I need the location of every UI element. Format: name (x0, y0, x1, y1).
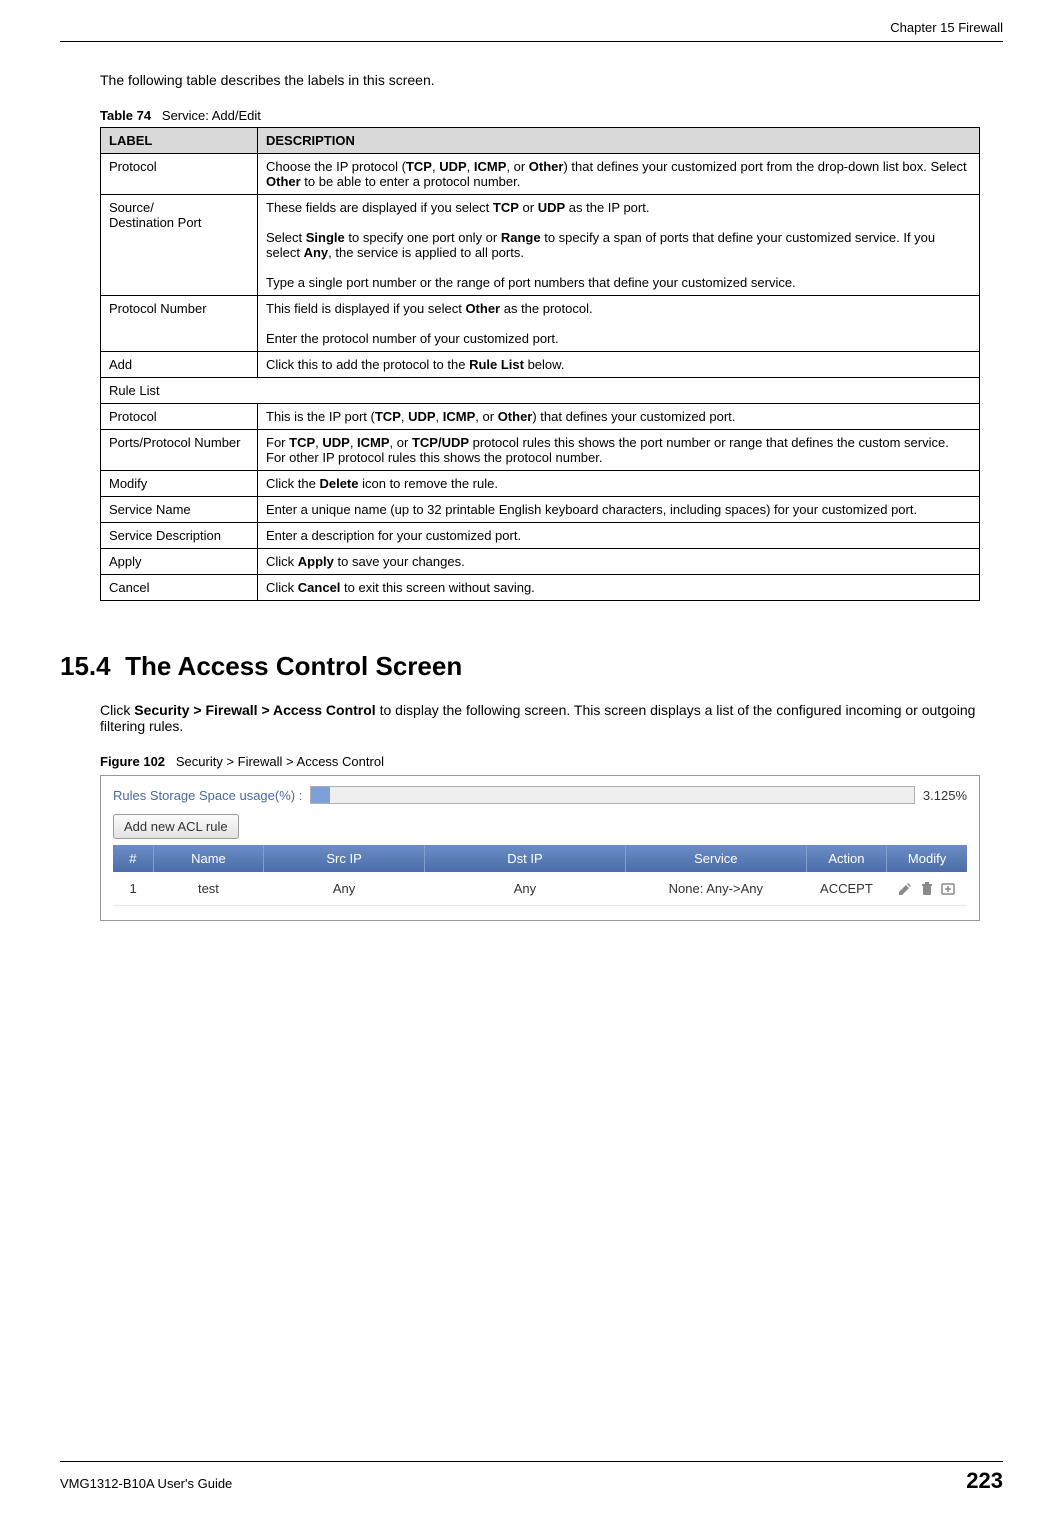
table-row: Service Description Enter a description … (101, 523, 980, 549)
row-label: Source/ Destination Port (101, 195, 258, 296)
figure102-caption-prefix: Figure 102 (100, 754, 165, 769)
row-desc: This is the IP port (TCP, UDP, ICMP, or … (258, 404, 980, 430)
acl-cell-action: ACCEPT (806, 872, 886, 905)
acl-col-service: Service (625, 845, 806, 872)
row-label: Protocol (101, 404, 258, 430)
usage-label: Rules Storage Space usage(%) : (113, 788, 302, 803)
row-desc: These fields are displayed if you select… (258, 195, 980, 296)
acl-table: # Name Src IP Dst IP Service Action Modi… (113, 845, 967, 906)
footer-page-number: 223 (966, 1468, 1003, 1494)
acl-col-src: Src IP (264, 845, 425, 872)
usage-percent: 3.125% (923, 788, 967, 803)
acl-col-name: Name (153, 845, 264, 872)
table-row: Protocol Choose the IP protocol (TCP, UD… (101, 154, 980, 195)
acl-header-row: # Name Src IP Dst IP Service Action Modi… (113, 845, 967, 872)
footer-guide: VMG1312-B10A User's Guide (60, 1476, 232, 1491)
footer-rule (60, 1461, 1003, 1462)
row-desc: Enter a description for your customized … (258, 523, 980, 549)
acl-cell-src: Any (264, 872, 425, 905)
acl-cell-modify (887, 872, 967, 905)
section-number: 15.4 (60, 651, 111, 681)
acl-col-action: Action (806, 845, 886, 872)
table-row: Source/ Destination Port These fields ar… (101, 195, 980, 296)
table-row: Modify Click the Delete icon to remove t… (101, 471, 980, 497)
acl-col-num: # (113, 845, 153, 872)
row-label: Service Description (101, 523, 258, 549)
row-desc: Click Apply to save your changes. (258, 549, 980, 575)
row-desc: Enter a unique name (up to 32 printable … (258, 497, 980, 523)
usage-fill (311, 787, 330, 803)
figure102-caption-rest: Security > Firewall > Access Control (176, 754, 384, 769)
row-desc: This field is displayed if you select Ot… (258, 296, 980, 352)
row-label: Rule List (101, 378, 980, 404)
header-rule (60, 41, 1003, 42)
table74-caption: Table 74 Service: Add/Edit (100, 108, 1003, 123)
figure102-caption: Figure 102 Security > Firewall > Access … (100, 754, 1003, 769)
row-label: Service Name (101, 497, 258, 523)
row-label: Add (101, 352, 258, 378)
chapter-header: Chapter 15 Firewall (60, 20, 1003, 35)
section-body: Click Security > Firewall > Access Contr… (100, 702, 1003, 734)
section-title: The Access Control Screen (125, 651, 462, 681)
table-row: Rule List (101, 378, 980, 404)
row-label: Protocol Number (101, 296, 258, 352)
row-label: Cancel (101, 575, 258, 601)
row-label: Protocol (101, 154, 258, 195)
table74: LABEL DESCRIPTION Protocol Choose the IP… (100, 127, 980, 601)
row-desc: For TCP, UDP, ICMP, or TCP/UDP protocol … (258, 430, 980, 471)
table-row: Ports/Protocol Number For TCP, UDP, ICMP… (101, 430, 980, 471)
table74-head-desc: DESCRIPTION (258, 128, 980, 154)
acl-cell-dst: Any (424, 872, 625, 905)
row-label: Apply (101, 549, 258, 575)
row-desc: Click the Delete icon to remove the rule… (258, 471, 980, 497)
page-footer: VMG1312-B10A User's Guide 223 (60, 1461, 1003, 1494)
add-acl-button[interactable]: Add new ACL rule (113, 814, 239, 839)
row-label: Modify (101, 471, 258, 497)
acl-cell-num: 1 (113, 872, 153, 905)
acl-row: 1 test Any Any None: Any->Any ACCEPT (113, 872, 967, 905)
row-desc: Choose the IP protocol (TCP, UDP, ICMP, … (258, 154, 980, 195)
row-desc: Click this to add the protocol to the Ru… (258, 352, 980, 378)
delete-icon[interactable] (919, 881, 935, 897)
row-label: Ports/Protocol Number (101, 430, 258, 471)
table-row: Add Click this to add the protocol to th… (101, 352, 980, 378)
table-row: Service Name Enter a unique name (up to … (101, 497, 980, 523)
table-row: Apply Click Apply to save your changes. (101, 549, 980, 575)
usage-bar (310, 786, 915, 804)
intro-text: The following table describes the labels… (100, 72, 1003, 88)
move-icon[interactable] (940, 881, 956, 897)
table-row: Protocol This is the IP port (TCP, UDP, … (101, 404, 980, 430)
edit-icon[interactable] (897, 881, 913, 897)
acl-col-modify: Modify (887, 845, 967, 872)
row-desc: Click Cancel to exit this screen without… (258, 575, 980, 601)
table74-caption-prefix: Table 74 (100, 108, 151, 123)
usage-row: Rules Storage Space usage(%) : 3.125% (113, 786, 967, 804)
acl-cell-service: None: Any->Any (625, 872, 806, 905)
access-control-screenshot: Rules Storage Space usage(%) : 3.125% Ad… (100, 775, 980, 921)
acl-col-dst: Dst IP (424, 845, 625, 872)
section-heading: 15.4 The Access Control Screen (60, 651, 1003, 682)
table-row: Cancel Click Cancel to exit this screen … (101, 575, 980, 601)
table74-head-label: LABEL (101, 128, 258, 154)
table-row: Protocol Number This field is displayed … (101, 296, 980, 352)
table74-caption-rest: Service: Add/Edit (162, 108, 261, 123)
acl-cell-name: test (153, 872, 264, 905)
